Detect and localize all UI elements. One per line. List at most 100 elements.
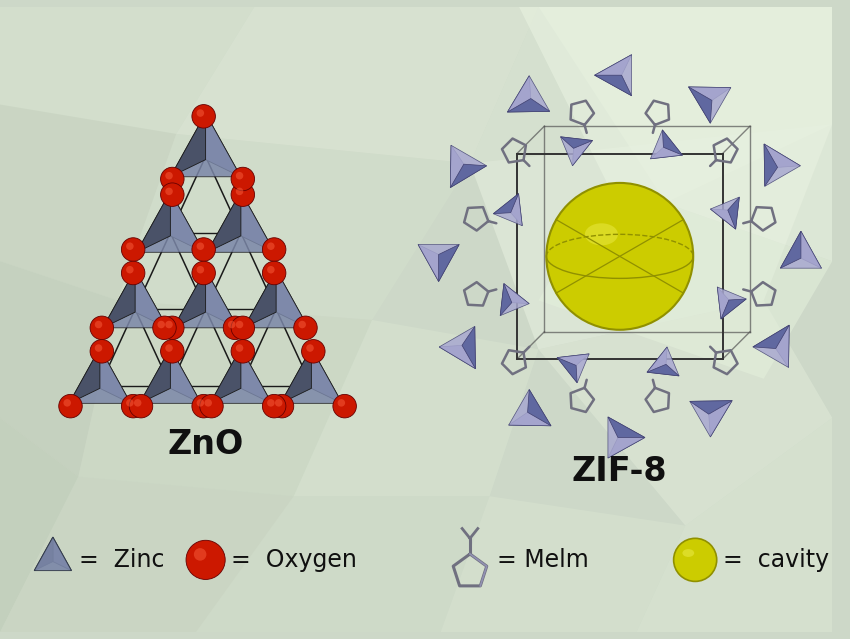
Polygon shape [53,537,71,571]
Polygon shape [507,98,550,112]
Polygon shape [539,6,832,203]
Polygon shape [207,192,275,252]
Circle shape [275,399,282,406]
Polygon shape [764,144,801,187]
Polygon shape [470,6,832,164]
Polygon shape [470,124,832,350]
Text: =  Oxygen: = Oxygen [231,548,357,572]
Polygon shape [173,270,238,328]
Circle shape [129,394,153,418]
Polygon shape [507,76,530,112]
Circle shape [263,394,286,418]
Polygon shape [647,364,679,376]
Circle shape [126,266,133,273]
Polygon shape [528,390,551,426]
Polygon shape [196,497,490,633]
Circle shape [126,242,133,250]
Circle shape [549,186,690,327]
Circle shape [602,239,638,274]
Circle shape [573,210,666,304]
Polygon shape [69,348,131,403]
Circle shape [165,321,173,328]
Circle shape [231,316,254,339]
Ellipse shape [683,549,694,557]
Polygon shape [170,113,206,177]
Circle shape [196,109,204,117]
Polygon shape [99,348,131,403]
Polygon shape [753,325,789,367]
Polygon shape [34,537,53,571]
Polygon shape [244,270,309,328]
Text: = Melm: = Melm [497,548,589,572]
Circle shape [581,218,658,295]
Polygon shape [688,87,731,123]
Polygon shape [241,192,275,252]
Circle shape [224,316,246,339]
Text: =  cavity: = cavity [722,548,829,572]
Circle shape [561,197,678,315]
Circle shape [192,105,215,128]
Polygon shape [647,347,679,376]
Circle shape [558,195,682,318]
Polygon shape [493,194,518,213]
Polygon shape [801,231,821,268]
Circle shape [298,321,306,328]
Polygon shape [117,134,470,320]
Polygon shape [728,197,740,229]
Circle shape [228,321,235,328]
Polygon shape [34,537,71,571]
Text: =  Zinc: = Zinc [79,548,165,572]
Polygon shape [450,164,487,188]
Ellipse shape [585,223,618,245]
Polygon shape [764,144,801,167]
Circle shape [90,316,114,339]
Circle shape [547,183,694,330]
Circle shape [608,245,632,268]
Polygon shape [780,231,821,268]
Polygon shape [662,130,683,155]
Circle shape [196,242,204,250]
Polygon shape [711,197,740,229]
Polygon shape [450,145,487,188]
Polygon shape [753,325,789,348]
Polygon shape [721,299,746,319]
Circle shape [122,261,144,285]
Polygon shape [280,348,311,403]
Circle shape [270,394,294,418]
Circle shape [302,339,325,363]
Circle shape [333,394,356,418]
Circle shape [547,183,694,330]
Polygon shape [688,87,731,100]
Polygon shape [439,345,475,369]
Circle shape [231,183,254,206]
Circle shape [605,242,634,271]
Circle shape [585,221,655,291]
Polygon shape [207,192,241,252]
Polygon shape [0,261,117,477]
Polygon shape [294,320,539,497]
Polygon shape [103,270,167,328]
Polygon shape [511,194,522,226]
Circle shape [186,541,225,580]
Polygon shape [572,141,592,166]
Circle shape [552,189,688,324]
Polygon shape [170,192,204,252]
Polygon shape [647,347,667,373]
Polygon shape [0,6,832,633]
Circle shape [161,183,184,206]
Polygon shape [500,284,530,316]
Polygon shape [560,137,592,166]
Circle shape [161,316,184,339]
Polygon shape [0,477,294,633]
Polygon shape [557,358,577,383]
Polygon shape [595,55,632,96]
Circle shape [555,192,684,321]
Circle shape [192,261,215,285]
Circle shape [194,548,207,560]
Circle shape [235,344,243,352]
Polygon shape [519,6,832,261]
Polygon shape [241,348,272,403]
Circle shape [95,344,102,352]
Circle shape [192,394,215,418]
Polygon shape [69,348,99,403]
